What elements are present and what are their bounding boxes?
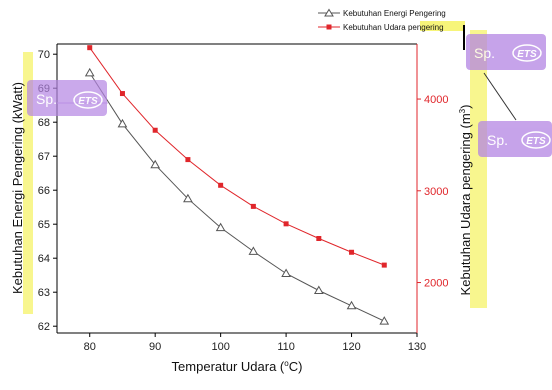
data-point-triangle: [281, 268, 291, 277]
sp-ets-tag-right-top: Sp. ETS: [466, 34, 546, 70]
x-tick-label: 90: [149, 341, 161, 353]
data-point-triangle: [84, 67, 95, 77]
sp-ets-tag-left: Sp. ETS: [27, 80, 107, 116]
x-tick-label: 100: [211, 341, 229, 353]
legend-marker-energy: [324, 8, 334, 17]
data-point-triangle: [248, 246, 259, 255]
sp-ets-tag-right-bottom: Sp. ETS: [478, 121, 552, 157]
x-tick-label: 110: [277, 341, 295, 353]
data-point-triangle: [183, 193, 193, 203]
series-line: [89, 47, 385, 266]
y-right-tick-label: 3000: [424, 186, 448, 198]
series-energy: [84, 67, 390, 325]
series-line: [89, 72, 385, 322]
data-point-triangle: [215, 222, 226, 232]
svg-text:Sp.: Sp.: [487, 132, 508, 148]
legend-label-energy: Kebutuhan Energi Pengering: [343, 9, 446, 18]
svg-text:ETS: ETS: [517, 49, 537, 60]
series-air: [87, 45, 387, 268]
left-axis-ticks: 626364656667686970: [38, 49, 57, 333]
data-point-triangle: [117, 118, 128, 128]
right-axis-ticks: 2000 3000 4000: [417, 94, 448, 290]
data-point-square: [250, 203, 256, 209]
x-tick-label: 80: [84, 341, 96, 353]
data-point-square: [152, 127, 158, 133]
y-left-tick-label: 65: [38, 219, 50, 231]
annotation-connector: [483, 72, 517, 121]
data-point-triangle: [150, 159, 161, 169]
legend-marker-air: [326, 24, 332, 30]
x-axis-title: Temperatur Udara (oC): [172, 359, 303, 374]
legend-label-air: Kebutuhan Udara pengering: [343, 23, 444, 32]
y-left-tick-label: 66: [38, 185, 50, 197]
y-left-tick-label: 68: [38, 117, 50, 129]
data-point-triangle: [346, 300, 357, 310]
x-tick-label: 120: [342, 341, 360, 353]
svg-text:ETS: ETS: [78, 96, 98, 107]
data-point-square: [185, 157, 191, 163]
y-left-tick-label: 67: [38, 151, 50, 163]
y-right-tick-label: 4000: [424, 94, 448, 106]
data-point-square: [87, 45, 93, 51]
svg-text:Sp.: Sp.: [36, 91, 57, 107]
left-highlight: [23, 52, 33, 314]
data-point-square: [119, 91, 125, 97]
y-right-tick-label: 2000: [424, 278, 448, 290]
right-axis-title: Kebutuhan Udara pengering (m3): [458, 105, 473, 296]
y-left-tick-label: 64: [38, 253, 50, 265]
svg-text:Sp.: Sp.: [474, 45, 495, 61]
y-left-tick-label: 63: [38, 287, 50, 299]
right-highlight: [470, 30, 487, 308]
data-point-square: [316, 236, 322, 242]
legend: Kebutuhan Energi Pengering Kebutuhan Uda…: [318, 8, 465, 32]
y-left-tick-label: 62: [38, 321, 50, 333]
plot-frame: [56, 43, 418, 334]
data-point-square: [349, 249, 355, 255]
x-axis-ticks: 80 90 100 110 120 130: [84, 333, 426, 353]
x-tick-label: 130: [408, 341, 426, 353]
data-point-square: [381, 262, 387, 268]
left-axis-title: Kebutuhan Energi Pengering (kWatt): [10, 82, 25, 294]
data-point-triangle: [313, 285, 324, 294]
legend-highlight: [420, 21, 465, 31]
data-point-triangle: [379, 316, 390, 325]
svg-text:ETS: ETS: [526, 136, 546, 147]
data-point-square: [283, 221, 289, 227]
series-layer: [84, 45, 390, 325]
y-left-tick-label: 70: [38, 49, 50, 61]
data-point-square: [218, 182, 224, 188]
